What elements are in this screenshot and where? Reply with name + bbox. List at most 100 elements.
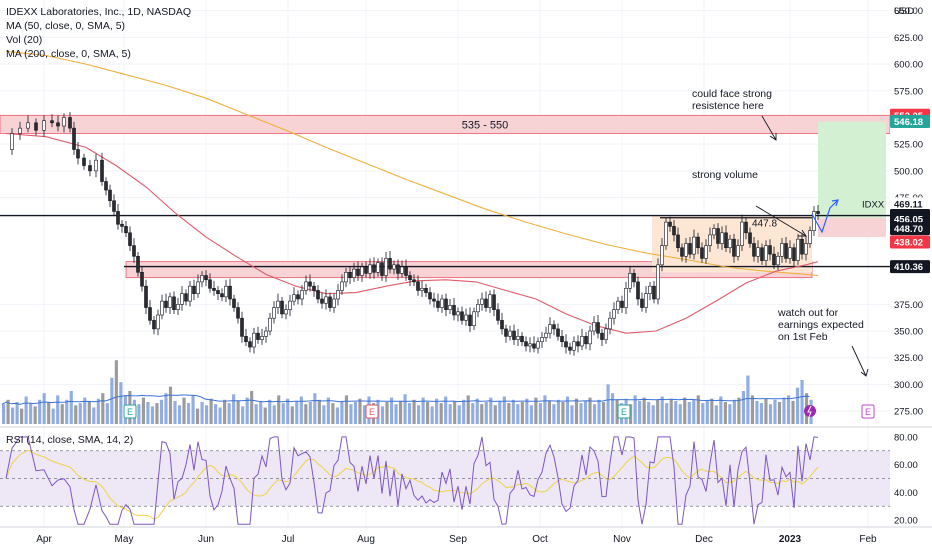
candle-body — [152, 320, 156, 330]
candle-body — [76, 149, 80, 159]
candle-body — [680, 247, 684, 257]
volume-bar — [241, 406, 245, 424]
study-volume-label[interactable]: Vol (20) — [6, 34, 43, 46]
annotation-arrowhead — [769, 133, 777, 141]
volume-bar — [110, 377, 114, 424]
candle-body — [228, 285, 232, 300]
candle-body — [188, 285, 192, 302]
candle-body — [736, 245, 740, 257]
candle-body — [168, 296, 172, 308]
candle-body — [18, 127, 22, 134]
level-annotation: 447.8 — [752, 218, 777, 229]
candle-body — [10, 133, 14, 150]
rsi-study-label[interactable]: RSI (14, close, SMA, 14, 2) — [6, 434, 134, 446]
price-label-box — [890, 197, 930, 211]
zone-box — [652, 215, 812, 273]
candle-body — [732, 238, 736, 257]
candle-body — [708, 234, 712, 246]
volume-bar — [78, 403, 82, 424]
volume-bar — [164, 393, 168, 424]
candle-body — [552, 324, 556, 330]
candle-body — [100, 159, 104, 182]
time-tick-label: Feb — [859, 534, 877, 545]
candle-body — [128, 232, 132, 246]
volume-bar — [308, 402, 312, 424]
price-tick-label: 325.00 — [894, 353, 923, 364]
volume-bar — [592, 404, 597, 424]
candle-body — [704, 245, 708, 259]
zone-box — [818, 121, 886, 227]
study-ma50-label[interactable]: MA (50, close, 0, SMA, 5) — [6, 20, 126, 32]
volume-bar — [480, 404, 484, 424]
volume-bar — [349, 404, 353, 424]
volume-bar — [223, 399, 227, 424]
volume-bar — [87, 400, 91, 424]
candle-body — [616, 300, 620, 310]
price-tick-label: 525.00 — [894, 140, 923, 151]
volume-bar — [529, 405, 533, 424]
candle-body — [632, 273, 636, 283]
price-label-box — [890, 212, 930, 226]
annotation-arrow — [755, 205, 807, 237]
volume-bar — [60, 404, 64, 424]
earnings-marker — [617, 404, 631, 419]
lightning-icon — [807, 405, 812, 418]
volume-bar — [421, 397, 425, 424]
rsi-line — [5, 436, 819, 525]
volume-bar — [74, 405, 78, 424]
volume-bar — [42, 393, 46, 424]
volume-bar — [588, 397, 592, 424]
ticker-tag: IDXX — [862, 199, 885, 210]
candle-body — [372, 264, 376, 273]
time-axis[interactable]: Apr May Jun Jul Aug Sep Oct Nov Dec 2023 Feb — [0, 526, 932, 545]
candle-body — [788, 247, 792, 259]
volume-bar — [660, 396, 664, 424]
candle-body — [816, 211, 820, 214]
volume-bar — [714, 405, 718, 424]
candle-body — [652, 285, 656, 300]
candle-body — [668, 221, 672, 227]
volume-bar — [665, 403, 669, 424]
candle-body — [26, 122, 30, 129]
volume-bar — [20, 408, 24, 424]
candle-body — [404, 266, 408, 276]
candle-body — [292, 294, 296, 302]
candle-body — [320, 298, 324, 304]
volume-bar — [750, 395, 755, 424]
price-label-box — [890, 260, 930, 274]
volume-bar — [227, 403, 231, 424]
candle-body — [416, 281, 420, 291]
candle-body — [232, 298, 236, 308]
candle-body — [452, 305, 456, 316]
volume-bar — [579, 403, 583, 424]
study-ma200-label[interactable]: MA (200, close, 0, SMA, 5) — [6, 48, 131, 60]
volume-bar — [340, 400, 344, 424]
price-tick-label: 625.00 — [894, 33, 923, 44]
candle-body — [776, 255, 780, 266]
volume-bar — [674, 400, 678, 424]
candle-body — [108, 189, 112, 202]
volume-bar — [683, 397, 687, 424]
volume-bar — [146, 402, 150, 424]
candle-body — [252, 332, 256, 348]
volume-bar — [538, 403, 542, 424]
annotation-arrow — [851, 345, 867, 377]
candle-body — [768, 245, 772, 255]
candle-body — [804, 243, 808, 255]
volume-bar — [777, 402, 782, 424]
candle-body — [236, 307, 240, 319]
volume-bar — [647, 402, 651, 424]
candle-body — [780, 243, 784, 257]
price-tick-label: 575.00 — [894, 86, 923, 97]
earnings-marker — [861, 404, 875, 419]
candle-body — [280, 300, 284, 315]
candle-body — [332, 298, 336, 308]
candle-body — [148, 307, 152, 321]
candle-body — [492, 294, 496, 310]
volume-bar — [259, 402, 263, 424]
candle-body — [296, 294, 300, 300]
volume-bar — [272, 405, 276, 424]
volume-bar — [245, 397, 249, 424]
